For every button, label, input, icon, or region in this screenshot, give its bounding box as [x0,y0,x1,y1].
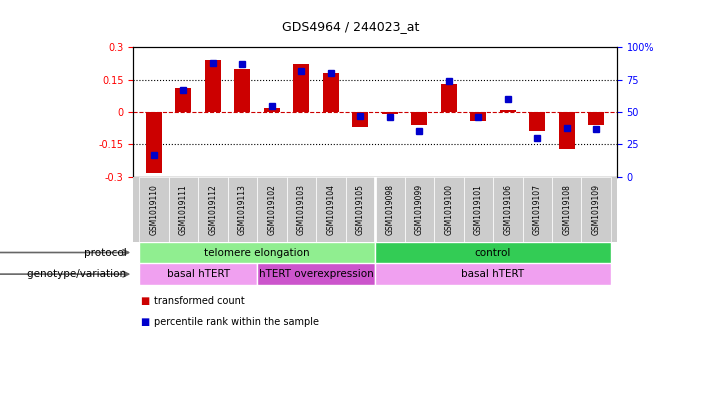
Bar [493,177,522,242]
Text: ■: ■ [140,296,149,306]
Text: GSM1019110: GSM1019110 [149,184,158,235]
Bar [375,177,404,242]
Bar [228,177,257,242]
Text: GSM1019101: GSM1019101 [474,184,483,235]
Text: control: control [475,248,511,257]
Bar [441,84,457,112]
Text: basal hTERT: basal hTERT [461,269,524,279]
Text: GSM1019112: GSM1019112 [208,184,217,235]
Bar [293,64,309,112]
Bar [322,73,339,112]
Bar [139,242,375,263]
Bar [234,69,250,112]
Bar [257,177,287,242]
Bar [205,60,221,112]
Bar [375,242,611,263]
Bar [582,177,611,242]
Text: GSM1019103: GSM1019103 [297,184,306,235]
Bar [257,263,375,285]
Bar [404,177,434,242]
Bar [198,177,228,242]
Bar [139,177,168,242]
Text: genotype/variation: genotype/variation [27,269,130,279]
Bar [588,112,604,125]
Text: basal hTERT: basal hTERT [167,269,230,279]
Text: telomere elongation: telomere elongation [204,248,310,257]
Text: GSM1019109: GSM1019109 [592,184,601,235]
Bar [500,110,516,112]
Bar [522,177,552,242]
Bar [559,112,575,149]
Text: protocol: protocol [83,248,130,257]
Bar [470,112,486,121]
Text: GDS4964 / 244023_at: GDS4964 / 244023_at [282,20,419,33]
Bar [352,112,369,127]
Bar [264,108,280,112]
Bar [316,177,346,242]
Text: transformed count: transformed count [154,296,245,306]
Bar [168,177,198,242]
Text: GSM1019104: GSM1019104 [326,184,335,235]
Bar [381,112,398,114]
Text: GSM1019113: GSM1019113 [238,184,247,235]
Text: GSM1019102: GSM1019102 [267,184,276,235]
Bar [346,177,375,242]
Bar [375,263,611,285]
Text: GSM1019111: GSM1019111 [179,184,188,235]
Bar [529,112,545,131]
Bar [463,177,493,242]
Text: GSM1019107: GSM1019107 [533,184,542,235]
Text: percentile rank within the sample: percentile rank within the sample [154,317,319,327]
Text: GSM1019105: GSM1019105 [356,184,365,235]
Text: GSM1019099: GSM1019099 [415,184,424,235]
Bar [411,112,428,125]
Text: ■: ■ [140,317,149,327]
Text: GSM1019108: GSM1019108 [562,184,571,235]
Bar [552,177,582,242]
Text: hTERT overexpression: hTERT overexpression [259,269,374,279]
Text: GSM1019098: GSM1019098 [386,184,394,235]
Bar [287,177,316,242]
Bar [175,88,191,112]
Bar [139,263,257,285]
Text: GSM1019106: GSM1019106 [503,184,512,235]
Text: GSM1019100: GSM1019100 [444,184,454,235]
Bar [434,177,463,242]
Bar [146,112,162,173]
